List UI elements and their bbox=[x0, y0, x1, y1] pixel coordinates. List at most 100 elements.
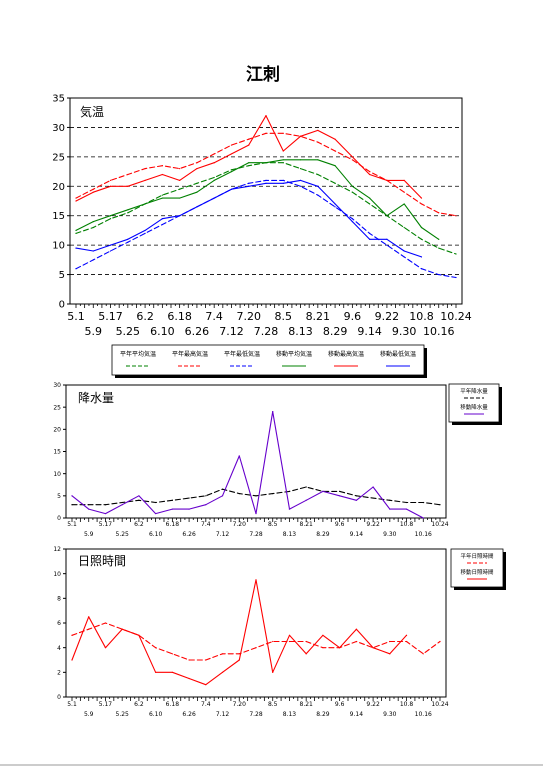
x-tick-label: 7.28 bbox=[249, 711, 263, 718]
data-point bbox=[265, 132, 267, 134]
data-point bbox=[144, 203, 146, 205]
data-point bbox=[372, 497, 374, 499]
x-tick-label: 7.12 bbox=[216, 531, 230, 538]
data-point bbox=[351, 185, 353, 187]
data-point bbox=[179, 168, 181, 170]
plot-frame bbox=[65, 384, 447, 519]
y-tick-label: 5 bbox=[57, 493, 61, 500]
x-tick-label: 10.8 bbox=[400, 521, 414, 528]
x-tick-label: 6.26 bbox=[182, 531, 196, 538]
x-tick-label: 7.20 bbox=[236, 310, 261, 323]
data-point bbox=[109, 250, 112, 252]
data-point bbox=[355, 495, 357, 497]
data-point bbox=[238, 659, 240, 661]
x-tick-label: 8.21 bbox=[300, 701, 314, 708]
data-point bbox=[403, 226, 405, 229]
y-tick-label: 10 bbox=[53, 571, 61, 578]
y-tick-label: 6 bbox=[57, 620, 61, 627]
data-point bbox=[205, 504, 207, 506]
x-tick-label: 9.6 bbox=[344, 310, 362, 323]
data-point bbox=[248, 165, 250, 167]
y-tick-label: 12 bbox=[53, 546, 61, 553]
x-tick-label: 5.17 bbox=[99, 701, 113, 708]
chart-3: 0 2 4 6 8 10 12 5.1 5.17 6.2 6.18 7.4 7.20 8.5 8.21 9.6… bbox=[53, 546, 506, 718]
data-point bbox=[104, 647, 107, 649]
x-tick-label: 7.28 bbox=[249, 531, 263, 538]
data-point bbox=[339, 490, 341, 492]
data-point bbox=[109, 218, 112, 220]
data-point bbox=[299, 179, 302, 181]
data-point bbox=[334, 165, 336, 167]
data-point bbox=[420, 203, 423, 205]
data-point bbox=[405, 640, 408, 643]
data-point bbox=[334, 182, 336, 184]
data-point bbox=[334, 150, 336, 152]
data-point bbox=[75, 229, 77, 232]
data-point bbox=[339, 495, 341, 497]
data-point bbox=[369, 203, 371, 205]
data-point bbox=[322, 490, 324, 492]
data-point bbox=[389, 653, 391, 655]
data-point bbox=[403, 250, 405, 252]
x-tick-label: 8.13 bbox=[283, 531, 297, 538]
x-tick-label: 9.14 bbox=[357, 325, 382, 338]
x-tick-label: 9.14 bbox=[350, 531, 364, 538]
data-point bbox=[161, 173, 163, 176]
data-point bbox=[127, 209, 129, 211]
data-point bbox=[92, 221, 94, 223]
data-point bbox=[255, 647, 257, 649]
data-point bbox=[389, 499, 391, 501]
data-point bbox=[104, 504, 107, 506]
data-point bbox=[92, 226, 94, 229]
data-point bbox=[155, 501, 157, 504]
series-line-2 bbox=[75, 132, 457, 217]
x-tick-label: 5.9 bbox=[85, 325, 103, 338]
data-point bbox=[405, 501, 408, 504]
data-point bbox=[179, 215, 181, 217]
data-point bbox=[351, 156, 353, 158]
data-point bbox=[438, 212, 440, 214]
x-tick-label: 5.17 bbox=[98, 310, 123, 323]
data-point bbox=[121, 501, 123, 504]
data-point bbox=[317, 141, 319, 143]
data-point bbox=[282, 162, 284, 164]
data-point bbox=[196, 168, 198, 170]
data-point bbox=[282, 182, 284, 184]
data-point bbox=[155, 512, 157, 515]
data-point bbox=[265, 162, 267, 164]
data-point bbox=[299, 159, 302, 161]
data-point bbox=[369, 238, 371, 240]
data-point bbox=[405, 634, 408, 636]
legend-label: 移動最低気温 bbox=[380, 350, 416, 358]
series-line-4 bbox=[75, 159, 440, 240]
data-point bbox=[205, 684, 207, 686]
y-tick-label: 4 bbox=[57, 645, 61, 652]
data-point bbox=[438, 273, 440, 276]
data-point bbox=[196, 162, 198, 164]
data-point bbox=[230, 188, 233, 190]
data-point bbox=[161, 197, 163, 199]
data-point bbox=[255, 579, 257, 581]
x-tick-label: 10.24 bbox=[431, 521, 448, 528]
data-point bbox=[405, 508, 408, 510]
x-tick-label: 8.21 bbox=[300, 521, 314, 528]
data-point bbox=[221, 671, 224, 673]
x-tick-label: 6.18 bbox=[167, 310, 192, 323]
x-tick-label: 8.21 bbox=[306, 310, 331, 323]
x-tick-label: 7.4 bbox=[201, 701, 211, 708]
x-tick-label: 9.22 bbox=[375, 310, 400, 323]
page-title: 江刺 bbox=[246, 64, 280, 85]
data-point bbox=[455, 276, 457, 279]
data-point bbox=[213, 162, 215, 164]
y-tick-label: 30 bbox=[53, 382, 61, 389]
data-point bbox=[205, 659, 207, 661]
y-tick-label: 30 bbox=[52, 123, 65, 134]
data-point bbox=[317, 173, 319, 176]
data-point bbox=[439, 640, 441, 643]
data-point bbox=[188, 508, 190, 510]
data-point bbox=[92, 259, 94, 261]
data-point bbox=[127, 238, 129, 240]
x-tick-label: 6.2 bbox=[134, 701, 144, 708]
